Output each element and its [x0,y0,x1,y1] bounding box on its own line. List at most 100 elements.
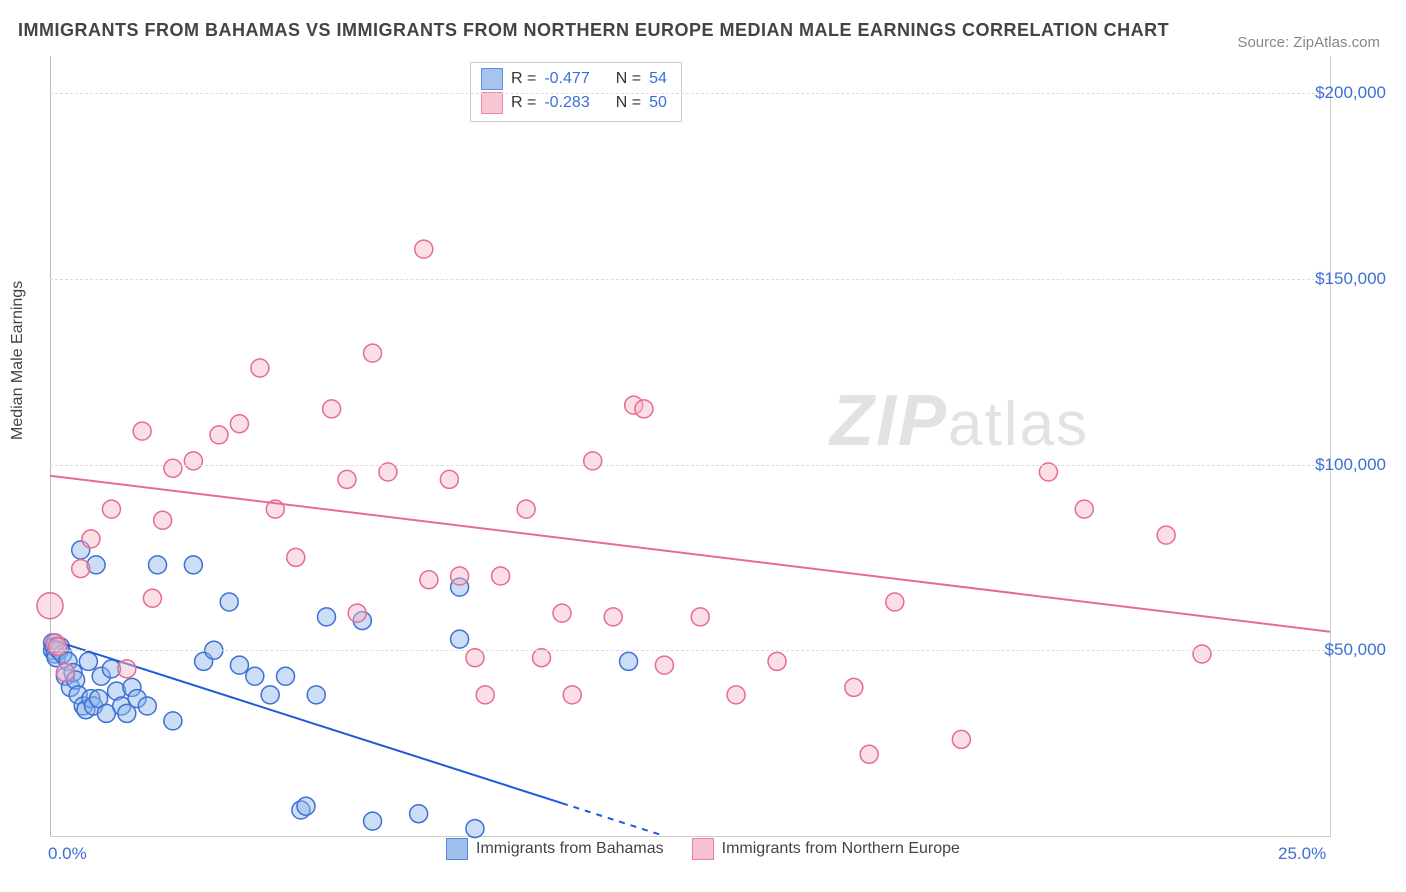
y-tick-label: $150,000 [1315,269,1386,289]
legend-series-label: Immigrants from Bahamas [476,840,664,858]
trend-line-dashed [562,803,664,836]
legend-correlation-row: R = -0.477 N = 54 [481,67,667,91]
y-tick-label: $100,000 [1315,455,1386,475]
y-tick-label: $200,000 [1315,83,1386,103]
scatter-point [1039,463,1057,481]
scatter-point [338,470,356,488]
scatter-point [533,649,551,667]
scatter-point [277,667,295,685]
legend-series: Immigrants from Bahamas Immigrants from N… [0,838,1406,860]
gridline-horizontal [50,279,1330,280]
scatter-point [768,652,786,670]
scatter-point [886,593,904,611]
scatter-point [476,686,494,704]
chart-title: IMMIGRANTS FROM BAHAMAS VS IMMIGRANTS FR… [18,20,1169,41]
scatter-point [845,678,863,696]
scatter-point [297,797,315,815]
scatter-point [727,686,745,704]
gridline-horizontal [50,93,1330,94]
scatter-point [563,686,581,704]
scatter-point [655,656,673,674]
legend-n-label: N = [616,91,641,115]
scatter-point [184,452,202,470]
legend-r-value: -0.283 [544,91,589,115]
legend-n-value: 54 [649,67,667,91]
legend-n-value: 50 [649,91,667,115]
scatter-point [691,608,709,626]
y-tick-label: $50,000 [1325,640,1386,660]
scatter-point [451,630,469,648]
trend-line [50,476,1330,632]
scatter-point [164,459,182,477]
scatter-point [102,500,120,518]
scatter-point [220,593,238,611]
y-axis-title: Median Male Earnings [9,281,27,440]
scatter-point [56,664,74,682]
scatter-point [952,730,970,748]
legend-correlation-box: R = -0.477 N = 54 R = -0.283 N = 50 [470,62,682,122]
scatter-point [420,571,438,589]
scatter-point [138,697,156,715]
scatter-point [246,667,264,685]
scatter-point [118,660,136,678]
gridline-horizontal [50,465,1330,466]
scatter-point [517,500,535,518]
scatter-point [553,604,571,622]
scatter-point [149,556,167,574]
scatter-point [251,359,269,377]
scatter-point [364,812,382,830]
scatter-point [410,805,428,823]
legend-series-label: Immigrants from Northern Europe [722,840,960,858]
scatter-point [1075,500,1093,518]
scatter-point [1193,645,1211,663]
scatter-point [261,686,279,704]
legend-swatch [446,838,468,860]
scatter-point [287,548,305,566]
scatter-point [466,649,484,667]
scatter-point [364,344,382,362]
legend-correlation-row: R = -0.283 N = 50 [481,91,667,115]
scatter-point [184,556,202,574]
legend-r-value: -0.477 [544,67,589,91]
scatter-point [317,608,335,626]
legend-series-item: Immigrants from Bahamas [446,838,664,860]
scatter-point [466,820,484,838]
scatter-point [440,470,458,488]
gridline-horizontal [50,650,1330,651]
x-tick-label: 25.0% [1278,844,1326,864]
scatter-point [230,415,248,433]
scatter-point [37,593,63,619]
legend-swatch [481,68,503,90]
scatter-point [415,240,433,258]
scatter-point [82,530,100,548]
scatter-point [164,712,182,730]
scatter-point [604,608,622,626]
scatter-point [79,652,97,670]
legend-series-item: Immigrants from Northern Europe [692,838,960,860]
scatter-point [133,422,151,440]
scatter-point [860,745,878,763]
legend-swatch [692,838,714,860]
scatter-point [49,638,67,656]
x-tick-label: 0.0% [48,844,87,864]
scatter-point [143,589,161,607]
legend-r-label: R = [511,67,536,91]
scatter-point [210,426,228,444]
scatter-point [230,656,248,674]
scatter-point [379,463,397,481]
scatter-point [348,604,366,622]
scatter-point [584,452,602,470]
legend-swatch [481,92,503,114]
scatter-point [154,511,172,529]
scatter-point [451,567,469,585]
source-citation: Source: ZipAtlas.com [1237,34,1380,51]
scatter-point [307,686,325,704]
legend-r-label: R = [511,91,536,115]
legend-n-label: N = [616,67,641,91]
scatter-point [72,560,90,578]
scatter-point [1157,526,1175,544]
scatter-point [635,400,653,418]
scatter-point [323,400,341,418]
scatter-point [492,567,510,585]
scatter-point [620,652,638,670]
